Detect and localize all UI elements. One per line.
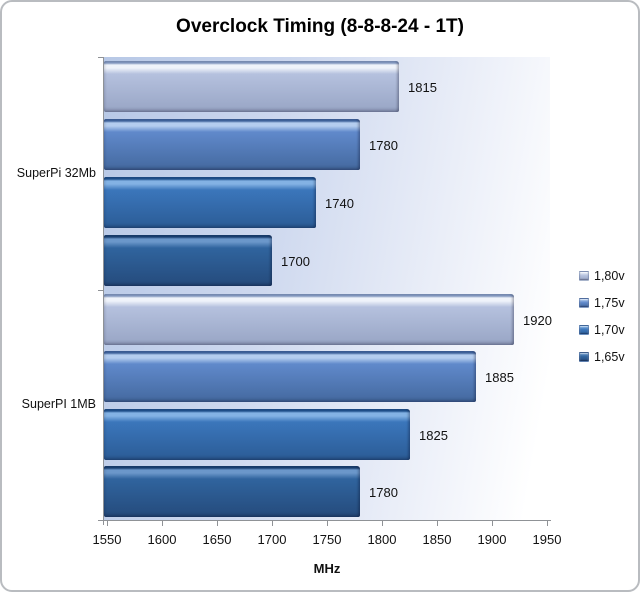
legend-label: 1,80v bbox=[594, 269, 625, 283]
category-label: SuperPi 32Mb bbox=[16, 165, 96, 180]
x-axis-tick bbox=[547, 520, 548, 526]
x-axis-tick bbox=[162, 520, 163, 526]
bar-1,80v-SuperPi 32Mb bbox=[104, 61, 399, 112]
y-axis-tick bbox=[98, 290, 103, 291]
bar-value-label: 1815 bbox=[408, 79, 437, 95]
legend-swatch-icon bbox=[579, 325, 589, 335]
x-axis-tick bbox=[217, 520, 218, 526]
legend: 1,80v 1,75v 1,70v 1,65v bbox=[579, 267, 625, 375]
legend-label: 1,65v bbox=[594, 350, 625, 364]
bar-1,65v-SuperPI 1MB bbox=[104, 466, 360, 517]
legend-swatch-icon bbox=[579, 298, 589, 308]
bar-value-label: 1780 bbox=[369, 484, 398, 500]
x-tick-label: 1900 bbox=[477, 532, 507, 547]
x-axis-title: MHz bbox=[313, 561, 341, 576]
bar-value-label: 1780 bbox=[369, 137, 398, 153]
bar-1,65v-SuperPi 32Mb bbox=[104, 235, 272, 286]
x-axis-tick bbox=[327, 520, 328, 526]
legend-item: 1,70v bbox=[579, 321, 625, 339]
x-axis-tick bbox=[107, 520, 108, 526]
bar-value-label: 1920 bbox=[523, 312, 552, 328]
x-tick-label: 1650 bbox=[202, 532, 232, 547]
y-axis-line bbox=[103, 57, 104, 525]
x-axis-tick bbox=[492, 520, 493, 526]
x-tick-label: 1950 bbox=[532, 532, 562, 547]
x-tick-label: 1750 bbox=[312, 532, 342, 547]
x-axis-tick bbox=[382, 520, 383, 526]
x-axis-tick bbox=[437, 520, 438, 526]
legend-item: 1,75v bbox=[579, 294, 625, 312]
legend-swatch-icon bbox=[579, 271, 589, 281]
x-tick-label: 1700 bbox=[257, 532, 287, 547]
bar-1,70v-SuperPi 32Mb bbox=[104, 177, 316, 228]
x-tick-label: 1550 bbox=[92, 532, 122, 547]
chart-title: Overclock Timing (8-8-8-24 - 1T) bbox=[176, 16, 464, 37]
y-axis-tick bbox=[98, 520, 103, 521]
x-tick-label: 1600 bbox=[147, 532, 177, 547]
bar-value-label: 1825 bbox=[419, 427, 448, 443]
bar-value-label: 1700 bbox=[281, 253, 310, 269]
legend-item: 1,65v bbox=[579, 348, 625, 366]
legend-label: 1,70v bbox=[594, 323, 625, 337]
x-axis-tick bbox=[272, 520, 273, 526]
bar-value-label: 1740 bbox=[325, 195, 354, 211]
x-tick-label: 1850 bbox=[422, 532, 452, 547]
bar-1,80v-SuperPI 1MB bbox=[104, 294, 514, 345]
y-axis-tick bbox=[98, 57, 103, 58]
bar-value-label: 1885 bbox=[485, 369, 514, 385]
bar-1,75v-SuperPI 1MB bbox=[104, 351, 476, 402]
bar-1,75v-SuperPi 32Mb bbox=[104, 119, 360, 170]
legend-item: 1,80v bbox=[579, 267, 625, 285]
x-tick-label: 1800 bbox=[367, 532, 397, 547]
bar-1,70v-SuperPI 1MB bbox=[104, 409, 410, 460]
legend-label: 1,75v bbox=[594, 296, 625, 310]
legend-swatch-icon bbox=[579, 352, 589, 362]
category-label: SuperPI 1MB bbox=[21, 397, 96, 411]
